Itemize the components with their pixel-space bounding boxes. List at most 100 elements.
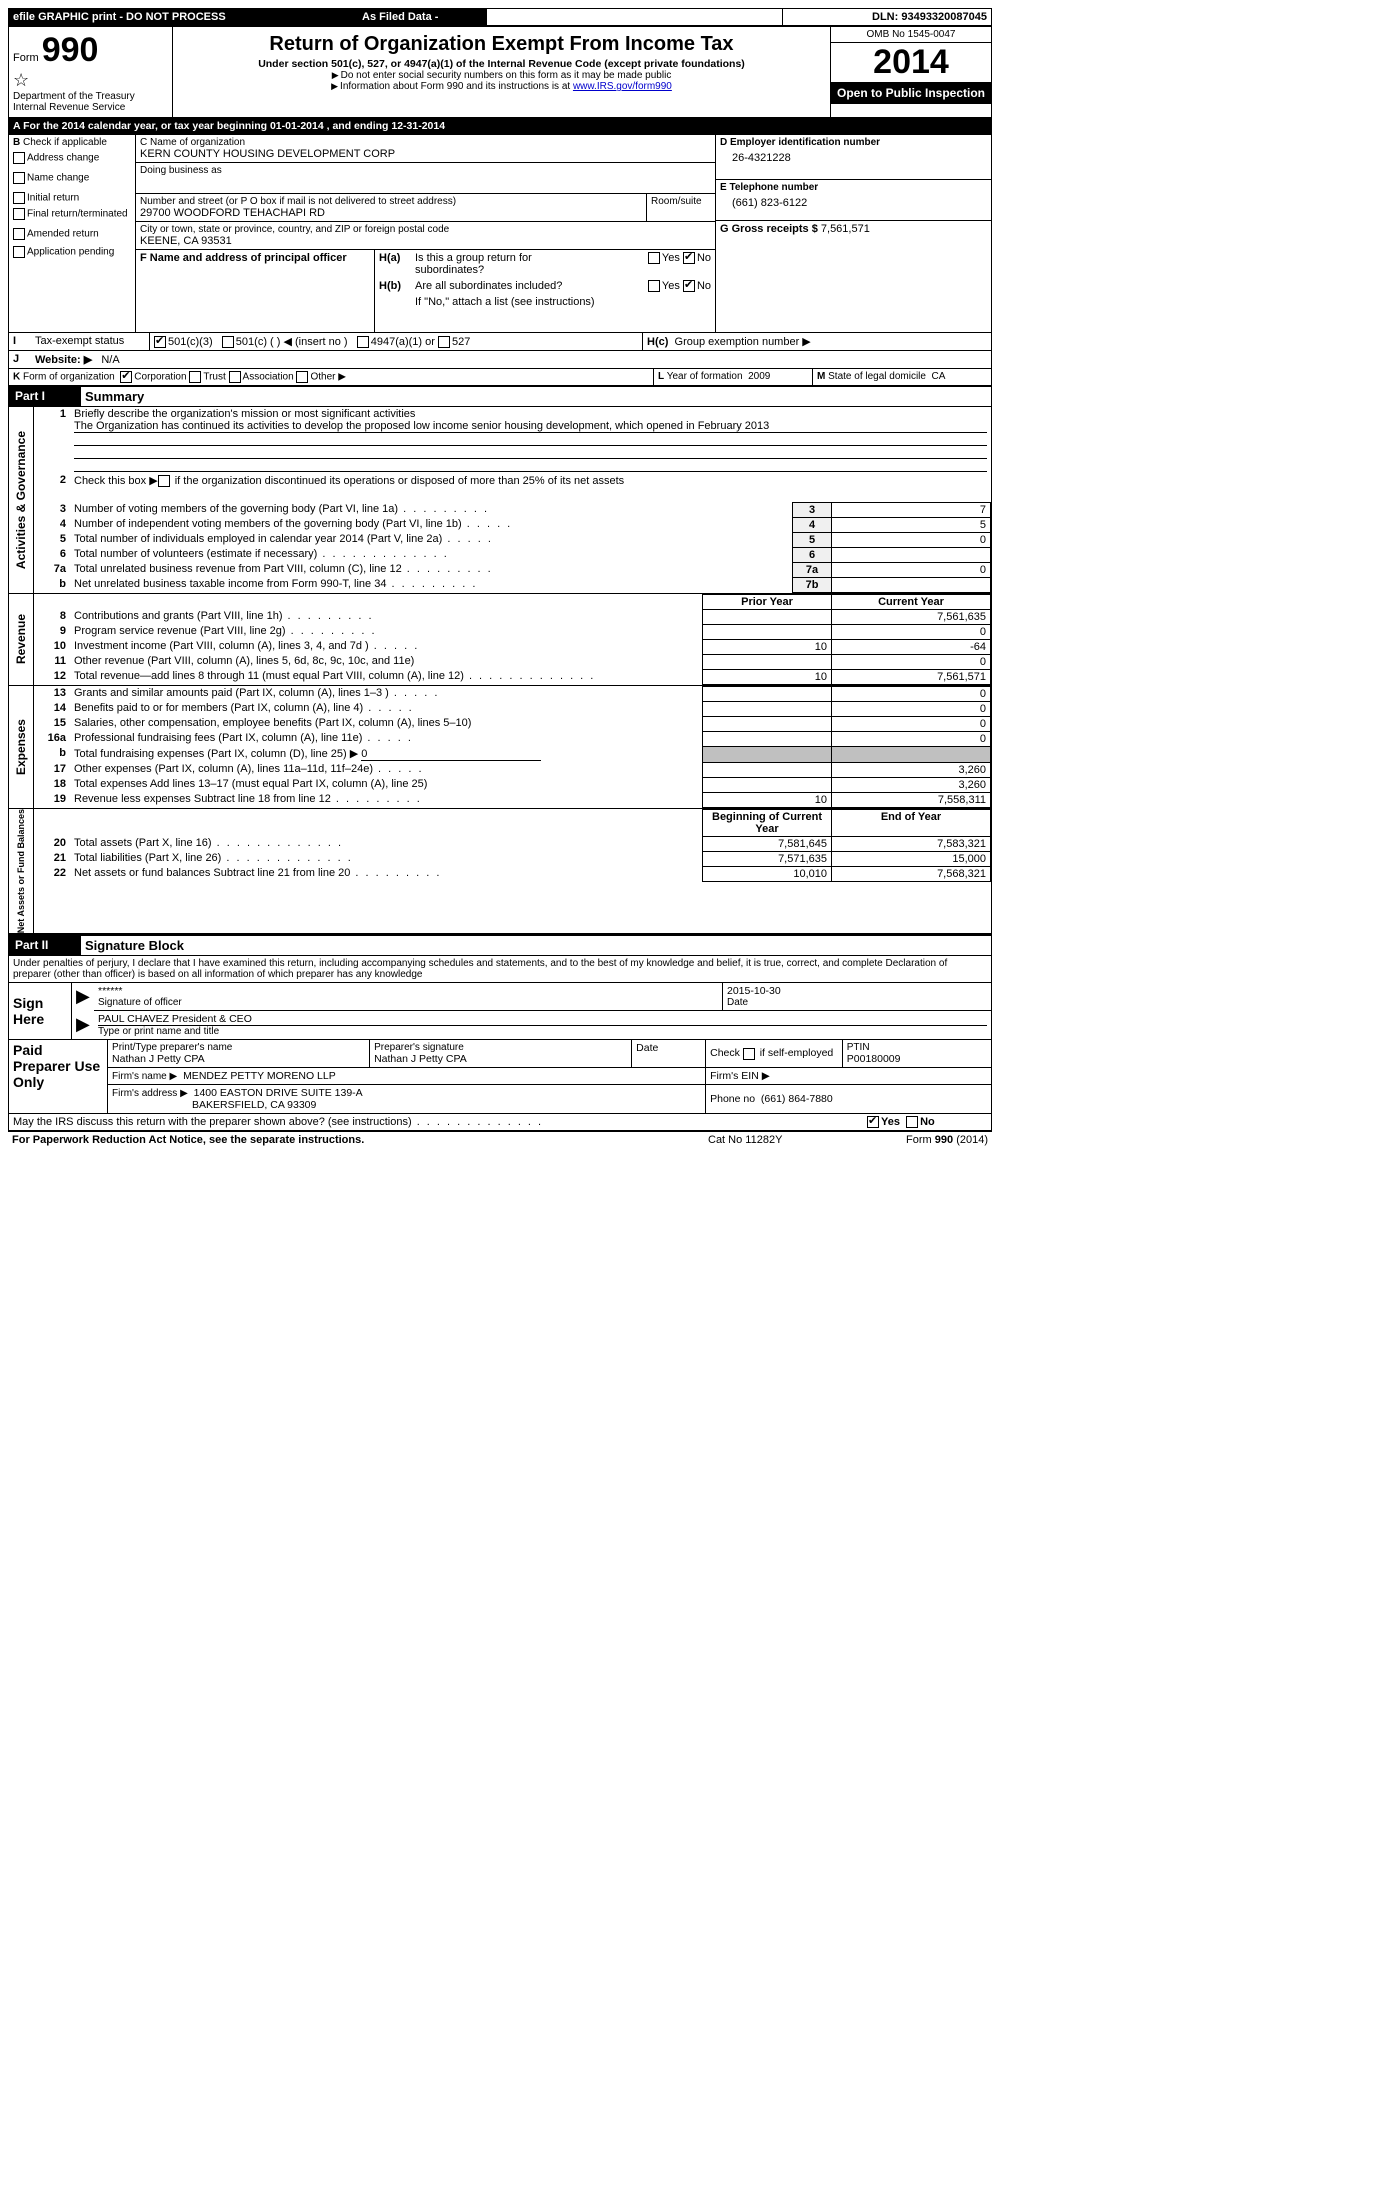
- l8-prior: [703, 609, 832, 624]
- chk-pending[interactable]: [13, 246, 25, 258]
- l19-curr: 7,558,311: [832, 792, 991, 807]
- form-header: Form 990 ☆ Department of the Treasury In…: [8, 26, 992, 118]
- l4-val: 5: [832, 517, 991, 532]
- l18-text: Total expenses Add lines 13–17 (must equ…: [70, 777, 703, 792]
- year-mid: , and ending: [327, 120, 392, 132]
- part2-label: Part II: [9, 936, 81, 955]
- form-word: Form: [13, 52, 39, 64]
- l-text: Year of formation: [667, 371, 743, 382]
- l12-curr: 7,561,571: [832, 669, 991, 684]
- l1-text: The Organization has continued its activ…: [74, 420, 987, 433]
- tax-year: 2014: [831, 43, 991, 82]
- chk-4947[interactable]: [357, 336, 369, 348]
- lbl-address: Address change: [27, 153, 99, 164]
- l17-prior: [703, 762, 832, 777]
- room-label: Room/suite: [646, 194, 715, 221]
- ein-label: D Employer identification number: [720, 137, 987, 148]
- ha-no-chk[interactable]: [683, 252, 695, 264]
- l2-num: 2: [34, 473, 70, 488]
- hb-no-chk[interactable]: [683, 280, 695, 292]
- l16b-num: b: [34, 746, 70, 762]
- l16a-num: 16a: [34, 731, 70, 746]
- firm-addr2: BAKERSFIELD, CA 93309: [112, 1099, 316, 1111]
- year-prefix: A For the 2014 calendar year, or tax yea…: [13, 120, 270, 132]
- sign-arrow-2: ▶: [72, 1010, 95, 1039]
- entity-section: B Check if applicable Address change Nam…: [8, 135, 992, 333]
- chk-501c[interactable]: [222, 336, 234, 348]
- l11-prior: [703, 654, 832, 669]
- l7a-num: 7a: [34, 562, 70, 577]
- side-netassets: Net Assets or Fund Balances: [9, 809, 34, 933]
- ptin-value: P00180009: [847, 1053, 987, 1065]
- omb-number: OMB No 1545-0047: [831, 27, 991, 43]
- lbl-527: 527: [452, 336, 470, 348]
- chk-trust[interactable]: [189, 371, 201, 383]
- l8-num: 8: [34, 609, 70, 624]
- column-de: D Employer identification number 26-4321…: [715, 135, 991, 332]
- prior-year-hdr: Prior Year: [703, 594, 832, 609]
- lbl-amended: Amended return: [27, 229, 99, 240]
- discuss-no-chk[interactable]: [906, 1116, 918, 1128]
- chk-527[interactable]: [438, 336, 450, 348]
- l15-num: 15: [34, 716, 70, 731]
- current-year-hdr: Current Year: [832, 594, 991, 609]
- l6-box: 6: [793, 547, 832, 562]
- l11-num: 11: [34, 654, 70, 669]
- l1-blank2: [74, 446, 987, 459]
- k-text: Form of organization: [23, 372, 115, 383]
- k-label: K: [13, 372, 20, 383]
- firm-addr1: 1400 EASTON DRIVE SUITE 139-A: [194, 1087, 363, 1099]
- l3-num: 3: [34, 502, 70, 517]
- chk-self[interactable]: [743, 1048, 755, 1060]
- l7a-val: 0: [832, 562, 991, 577]
- l19-prior: 10: [703, 792, 832, 807]
- chk-corp[interactable]: [120, 371, 132, 383]
- column-c: C Name of organization KERN COUNTY HOUSI…: [136, 135, 715, 332]
- part2-header: Part II Signature Block: [8, 935, 992, 956]
- header-right: OMB No 1545-0047 2014 Open to Public Ins…: [830, 27, 991, 117]
- part1-title: Summary: [81, 387, 991, 406]
- l9-curr: 0: [832, 624, 991, 639]
- sign-name: PAUL CHAVEZ President & CEO: [98, 1013, 987, 1026]
- l16b-val: 0: [361, 748, 541, 761]
- hb-yes-chk[interactable]: [648, 280, 660, 292]
- pt-name: Nathan J Petty CPA: [112, 1053, 365, 1065]
- l2-chk[interactable]: [158, 475, 170, 487]
- chk-address[interactable]: [13, 152, 25, 164]
- line-klm: K Form of organization Corporation Trust…: [8, 369, 992, 386]
- l11-text: Other revenue (Part VIII, column (A), li…: [70, 654, 703, 669]
- l7b-val: [832, 577, 991, 592]
- hb-text: Are all subordinates included?: [415, 280, 601, 292]
- firm-name-label: Firm's name ▶: [112, 1071, 177, 1082]
- discuss-yes-chk[interactable]: [867, 1116, 879, 1128]
- dln-value: 93493320087045: [901, 11, 987, 23]
- dba-label: Doing business as: [140, 165, 711, 176]
- chk-501c3[interactable]: [154, 336, 166, 348]
- l14-text: Benefits paid to or for members (Part IX…: [70, 701, 703, 716]
- l12-num: 12: [34, 669, 70, 684]
- l7a-text: Total unrelated business revenue from Pa…: [70, 562, 793, 577]
- form-subtitle-2: Do not enter social security numbers on …: [181, 70, 822, 81]
- boy-hdr: Beginning of Current Year: [703, 809, 832, 836]
- chk-final[interactable]: [13, 208, 25, 220]
- ha-yes-chk[interactable]: [648, 252, 660, 264]
- tel-label: E Telephone number: [720, 182, 987, 193]
- chk-other[interactable]: [296, 371, 308, 383]
- l3-box: 3: [793, 502, 832, 517]
- l9-num: 9: [34, 624, 70, 639]
- chk-initial[interactable]: [13, 192, 25, 204]
- side-activities-text: Activities & Governance: [14, 431, 28, 569]
- chk-name[interactable]: [13, 172, 25, 184]
- pt-self-label: Check if self-employed: [710, 1047, 833, 1059]
- chk-assoc[interactable]: [229, 371, 241, 383]
- chk-amended[interactable]: [13, 228, 25, 240]
- i-text: Tax-exempt status: [31, 333, 149, 350]
- irs-link[interactable]: www.IRS.gov/form990: [573, 81, 672, 92]
- l6-text: Total number of volunteers (estimate if …: [70, 547, 793, 562]
- l21-num: 21: [34, 851, 70, 866]
- firm-ein-label: Firm's EIN ▶: [706, 1067, 992, 1084]
- form-footer: Form 990 (2014): [858, 1134, 988, 1146]
- year-begin: 01-01-2014: [270, 120, 324, 132]
- pt-sig: Nathan J Petty CPA: [374, 1053, 627, 1065]
- l20-curr: 7,583,321: [832, 836, 991, 851]
